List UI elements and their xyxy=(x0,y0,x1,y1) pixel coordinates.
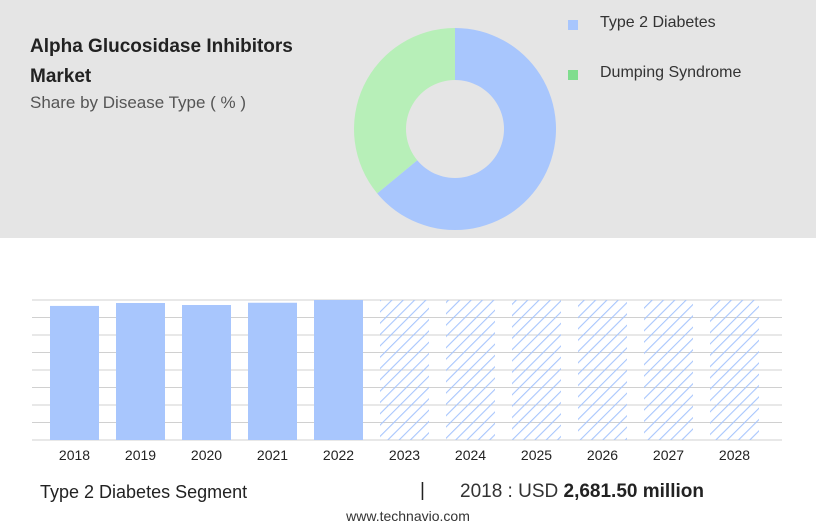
footer-value: 2018 : USD 2,681.50 million xyxy=(460,481,704,503)
bar-2020 xyxy=(182,305,231,440)
legend-label: Type 2 Diabetes xyxy=(600,14,716,31)
forecast-bar-2023 xyxy=(380,300,429,440)
x-tick-label: 2023 xyxy=(389,447,420,463)
footer-segment-label: Type 2 Diabetes Segment xyxy=(40,482,248,502)
x-tick-label: 2021 xyxy=(257,447,288,463)
legend-swatch xyxy=(568,70,578,80)
donut-slice-dumping-syndrome xyxy=(354,28,455,194)
footer-amount: 2,681.50 million xyxy=(563,481,704,502)
x-tick-label: 2028 xyxy=(719,447,750,463)
bar-2021 xyxy=(248,302,297,440)
forecast-bar-2027 xyxy=(644,300,693,440)
donut-slice-type-2-diabetes xyxy=(377,28,556,231)
x-tick-label: 2024 xyxy=(455,447,486,463)
forecast-bar-2026 xyxy=(578,300,627,440)
x-tick-label: 2022 xyxy=(323,447,354,463)
bar-2022 xyxy=(314,300,363,440)
source-link[interactable]: www.technavio.com xyxy=(346,508,470,524)
chart-title: Alpha Glucosidase Inhibitors Market xyxy=(30,36,293,87)
x-tick-label: 2027 xyxy=(653,447,684,463)
x-tick-label: 2018 xyxy=(59,447,90,463)
forecast-bar-2028 xyxy=(710,300,759,440)
x-tick-label: 2020 xyxy=(191,447,222,463)
x-tick-label: 2019 xyxy=(125,447,156,463)
x-tick-label: 2025 xyxy=(521,447,552,463)
footer-year-label: 2018 : USD xyxy=(460,481,559,502)
x-tick-label: 2026 xyxy=(587,447,618,463)
bar-2018 xyxy=(50,305,99,440)
legend-swatch xyxy=(568,20,578,30)
forecast-bar-2024 xyxy=(446,300,495,440)
legend-label: Dumping Syndrome xyxy=(600,64,742,81)
chart-subtitle: Share by Disease Type ( % ) xyxy=(30,93,247,112)
bar-2019 xyxy=(116,303,165,440)
forecast-bar-2025 xyxy=(512,300,561,440)
bar-chart: 2018 2019 2020 2021 2022 2023 2024 2025 2026 2027… xyxy=(32,299,782,463)
donut-chart xyxy=(354,28,556,231)
footer-separator: | xyxy=(420,480,425,501)
